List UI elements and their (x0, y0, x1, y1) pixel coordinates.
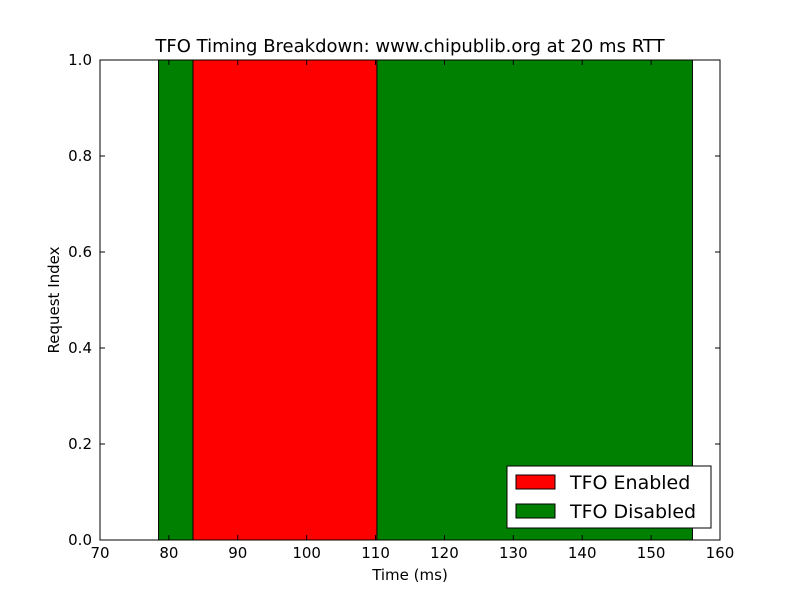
legend-label: TFO Disabled (569, 501, 696, 523)
x-tick-label: 90 (228, 544, 247, 562)
x-tick-label: 150 (637, 544, 666, 562)
x-axis-label: Time (ms) (371, 566, 448, 584)
y-tick-label: 0.0 (68, 531, 92, 549)
x-tick-label: 100 (292, 544, 321, 562)
legend-swatch (515, 474, 556, 490)
legend-label: TFO Enabled (569, 472, 690, 494)
x-tick-label: 140 (568, 544, 597, 562)
y-tick-label: 0.6 (68, 243, 92, 261)
plot-frame (99, 59, 721, 541)
y-tick-label: 0.2 (68, 435, 92, 453)
y-tick-label: 0.4 (68, 339, 92, 357)
x-tick-label: 130 (499, 544, 528, 562)
y-tick-label: 1.0 (68, 51, 92, 69)
x-tick-label: 70 (90, 544, 109, 562)
y-tick-label: 0.8 (68, 147, 92, 165)
x-tick-label: 160 (706, 544, 735, 562)
y-axis-ticks: 0.0 0.2 0.4 0.6 0.8 1.0 (68, 51, 720, 549)
bar-tfo-enabled-0 (192, 59, 378, 541)
chart-title: TFO Timing Breakdown: www.chipublib.org … (154, 36, 665, 57)
x-tick-label: 80 (159, 544, 178, 562)
x-tick-label: 120 (430, 544, 459, 562)
bars-layer (158, 59, 693, 541)
x-axis-ticks: 70 80 90 100 110 120 130 140 150 160 (90, 60, 734, 562)
legend: TFO Enabled TFO Disabled (506, 465, 712, 529)
legend-swatch (515, 503, 556, 519)
y-axis-label: Request Index (45, 246, 63, 353)
x-tick-label: 110 (361, 544, 390, 562)
